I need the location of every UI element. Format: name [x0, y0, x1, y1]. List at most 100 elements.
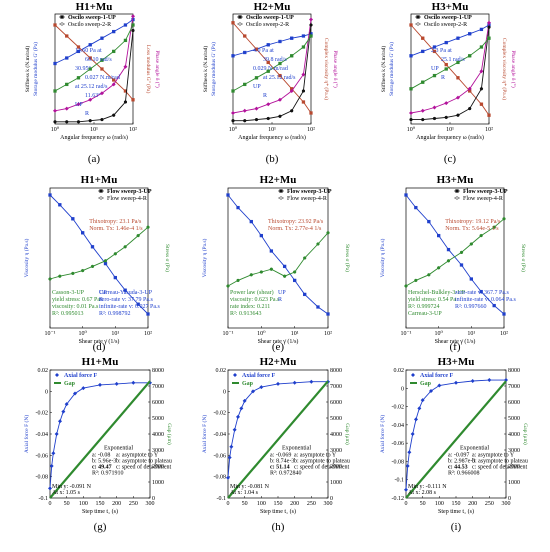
panel-b-series-1-point	[301, 34, 306, 38]
panel-c-series-3-point	[487, 20, 491, 25]
panel-b-series-5-point	[278, 61, 282, 66]
panel-a-series-1-point	[112, 29, 116, 34]
panel-g-annotation: Min y: -0.091 N	[52, 484, 92, 490]
panel-e-legend-label: Flow sweep-3-UP	[287, 189, 332, 195]
panel-d-series-2-point	[71, 271, 75, 276]
panel-b-series-3-point	[289, 89, 294, 93]
panel-f-annotation: infinite-rate v: 0.064 Pa.s	[455, 296, 516, 303]
panel-g-series-1-point	[51, 451, 56, 456]
panel-e-series-1-point	[326, 312, 330, 316]
panel-b-series-5-point	[254, 76, 259, 80]
panel-c-xtick-label: 10⁰	[407, 126, 416, 133]
panel-d-series-2-point	[123, 245, 127, 249]
panel-a-series-3-point	[131, 14, 135, 19]
panel-b-annotation: UP	[253, 84, 261, 90]
panel-i-xtick-label: 100	[435, 501, 444, 507]
panel-f-frame	[405, 187, 505, 329]
panel-a-ylabel-right: Loss modulus G'' (Pa)	[145, 45, 152, 94]
panel-f-series-2-point	[427, 273, 431, 277]
panel-h-series-1-point	[229, 444, 234, 449]
panel-c-series-2-point	[456, 76, 460, 80]
panel-g-xtick-label: 150	[96, 501, 105, 507]
panel-a-xtick-label: 10¹	[90, 127, 98, 133]
panel-a-series-5-point	[88, 67, 92, 71]
panel-d-xlabel: Shear rate γ̇ (1/s)	[79, 338, 120, 345]
panel-e-series-2-point	[269, 267, 274, 271]
panel-d-series-2-point	[58, 274, 62, 278]
panel-i-title: H3+Mu	[438, 356, 475, 368]
panel-c-annotation: 25.1 rad/s	[441, 57, 465, 63]
panel-c-series-4-point	[487, 25, 491, 29]
panel-f-legend-label: Flow sweep-3-UP	[463, 189, 508, 195]
panel-e-series-1-line	[227, 194, 329, 315]
panel-a-series-4-point	[76, 120, 81, 124]
panel-b-series-2-line	[232, 22, 312, 114]
panel-g-annotation: Exponential	[104, 445, 133, 451]
panel-i-series-1-point	[437, 383, 442, 388]
panel-b-xtick-label: 10²	[307, 127, 315, 133]
panel-f-annotation: R²: 0.999724	[408, 304, 439, 310]
panel-a-annotation: 11.63°	[85, 92, 101, 99]
panel-d-annotation: zero-rate v: 37.79 Pa.s	[99, 297, 153, 303]
panel-e-xtick-label: 10²	[324, 331, 332, 337]
panel-b-series-5-point	[266, 69, 270, 73]
panel-h-annotation: R²: 0.972840	[270, 470, 301, 476]
panel-b-series-5-point	[301, 45, 306, 49]
panel-i-ytick-left-label: -0.12	[392, 496, 405, 502]
panel-b-series-1-line	[232, 33, 312, 57]
panel-d-annotation: viscosity: 0.01 Pa.s	[52, 304, 99, 310]
panel-b-ylabel-left2: Stiffness k (N.m/rad)	[202, 46, 209, 93]
panel-a-xlabel: Angular frequency ω (rad/s)	[60, 134, 128, 141]
panel-f-annotation: Thixotropy: 19.12 Pa/s	[445, 219, 501, 225]
panel-a-series-4-point	[53, 120, 57, 124]
panel-i-xlabel: Step time t₁ (s)	[438, 508, 474, 515]
panel-c-legend-label: Oscilo sweep-1-UP	[424, 15, 472, 21]
panel-a-series-1-point	[65, 56, 69, 60]
panel-h-legend-label: Gap	[242, 381, 254, 387]
panel-e-annotation: R	[278, 297, 282, 303]
panel-c-label: (c)	[444, 153, 457, 165]
panel-b-ylabel-right2: Phase angle δ (°)	[332, 50, 339, 87]
panel-f-xtick-label: 10⁰	[434, 330, 443, 337]
panel-i-xtick-label: 150	[452, 501, 461, 507]
panel-g-series-2-line	[49, 380, 151, 499]
panel-d-legend-label: Flow sweep-4-R	[107, 196, 147, 202]
panel-e-series-2-point	[282, 274, 287, 278]
panel-i-ytick-left-label: 0	[401, 386, 404, 392]
panel-f-series-1-point	[502, 312, 506, 316]
panel-f-series-2-point	[502, 217, 506, 221]
panel-b-series-3-point	[254, 106, 259, 111]
panel-d-series-2-point	[146, 225, 150, 229]
panel-b-series-5-point	[243, 82, 247, 87]
panel-g-annotation: b: 5.96e-3	[92, 458, 116, 464]
panel-g-ytick-left-label: -0.02	[36, 411, 49, 417]
panel-b-series-4-point	[309, 23, 313, 27]
panel-e-series-1-point	[236, 205, 240, 210]
panel-f-xtick-label: 10⁻¹	[401, 331, 412, 337]
panel-h-ytick-left-label: -0.02	[214, 411, 227, 417]
panel-g-ytick-right-label: 7000	[152, 384, 164, 390]
panel-a-xtick-label: 10⁰	[51, 126, 60, 133]
panel-d-annotation: Carreau-Yasuda-3-UP	[99, 290, 153, 296]
panel-h-annotation: c: 51.14	[270, 464, 290, 470]
panel-i-ytick-right-label: 2000	[508, 464, 520, 470]
panel-e-series-1-point	[316, 305, 320, 309]
panel-a-series-2-line	[54, 24, 134, 101]
panel-c-series-3-point	[467, 86, 472, 91]
panel-h-ylabel-right: Gap (μm)	[344, 423, 351, 445]
panel-c-series-5-point	[487, 36, 491, 40]
panel-b-series-4-point	[254, 117, 259, 122]
panel-b-series-4-point	[231, 119, 235, 123]
panel-b-legend-label: Oscilo sweep-1-UP	[246, 15, 294, 21]
panel-i-xtick-label: 50	[420, 501, 426, 507]
panel-b-xtick-label: 10⁰	[229, 126, 238, 133]
panel-d-series-2-point	[48, 277, 52, 281]
panel-g-title: H1+Mu	[82, 356, 119, 368]
panel-h-series-1-point	[232, 427, 237, 432]
panel-f-legend-label: Flow sweep-4-R	[463, 196, 503, 202]
panel-h-series-1-point	[292, 380, 297, 385]
panel-c-series-3-point	[432, 105, 437, 110]
panel-a-series-2-point	[112, 78, 116, 82]
panel-c-series-2-point	[487, 113, 491, 117]
panel-b-series-4-point	[266, 116, 270, 121]
